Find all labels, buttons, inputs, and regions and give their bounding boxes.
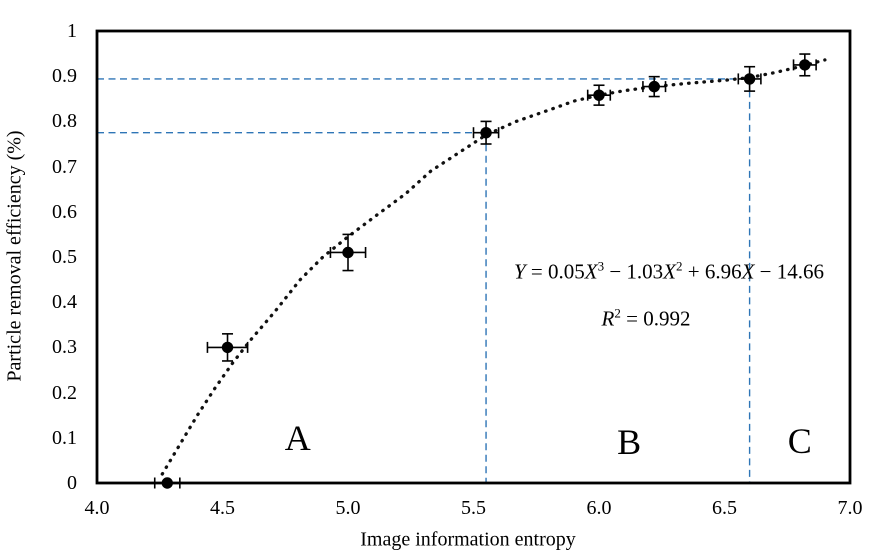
data-point <box>221 341 234 354</box>
plot-frame <box>95 29 852 485</box>
y-tick-label: 1 <box>67 20 77 42</box>
x-tick-label: 6.0 <box>586 497 612 519</box>
y-tick-label: 0.9 <box>52 65 77 88</box>
y-tick-label: 0.3 <box>52 336 77 359</box>
y-tick-label: 0.7 <box>52 155 77 178</box>
equation-term: Y <box>513 259 526 284</box>
data-point <box>480 127 492 139</box>
equation-exponent: 2 <box>676 258 683 274</box>
y-tick-label: 0.5 <box>52 246 77 268</box>
equation-term: X <box>741 259 755 284</box>
equation-exponent: 3 <box>597 258 605 274</box>
equation-term: + 6.96 <box>682 259 742 284</box>
data-point <box>648 80 660 93</box>
equation-term: X <box>584 259 598 284</box>
equation-exponent: 2 <box>614 305 621 321</box>
x-tick-label: 4.0 <box>84 497 110 519</box>
equation-term: R <box>601 306 615 331</box>
equation-term: X <box>663 259 677 284</box>
x-tick-label: 5.5 <box>461 497 486 519</box>
data-point <box>743 73 756 85</box>
x-tick-label: 4.5 <box>210 497 235 519</box>
y-tick-label: 0 <box>67 472 77 494</box>
y-tick-label: 0.8 <box>52 110 77 133</box>
x-tick-label: 6.5 <box>712 497 737 519</box>
equation-term: − 14.66 <box>754 259 825 284</box>
equation-term: = 0.992 <box>620 306 691 331</box>
y-tick-label: 0.6 <box>52 200 77 223</box>
fit-curve <box>160 58 827 476</box>
data-point <box>342 246 354 259</box>
x-axis-title: Image information entropy <box>360 528 576 551</box>
region-label-b: B <box>617 421 642 462</box>
region-label-a: A <box>284 417 311 458</box>
y-tick-label: 0.2 <box>52 381 77 404</box>
equation-term: = 0.05 <box>525 259 585 284</box>
data-point <box>593 89 605 101</box>
equation-term: − 1.03 <box>604 259 664 284</box>
fit-equation: Y = 0.05X3 − 1.03X2 + 6.96X − 14.66 <box>514 260 824 285</box>
x-tick-label: 5.0 <box>335 497 361 519</box>
r-squared-label: R2 = 0.992 <box>602 307 691 332</box>
y-axis-title: Particle removal efficiency (%) <box>3 130 26 382</box>
x-tick-label: 7.0 <box>837 497 863 519</box>
y-tick-label: 0.1 <box>52 426 77 449</box>
data-point <box>799 59 811 71</box>
y-tick-label: 0.4 <box>52 291 77 314</box>
region-label-c: C <box>787 420 812 461</box>
